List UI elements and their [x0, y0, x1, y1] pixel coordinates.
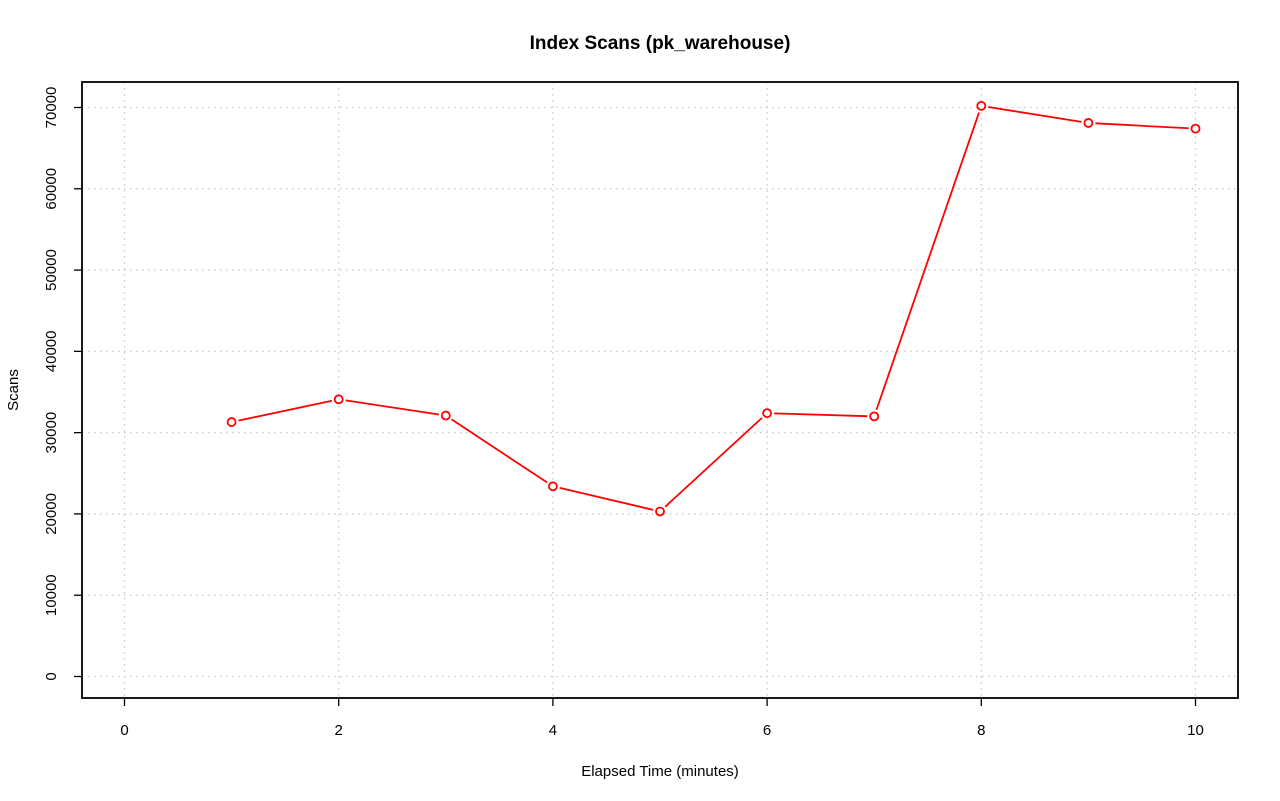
data-point	[333, 394, 344, 405]
x-tick-label: 4	[549, 722, 557, 739]
series-segment	[451, 418, 548, 484]
x-tick-label: 6	[763, 722, 771, 739]
data-point	[440, 410, 451, 421]
data-point	[869, 411, 880, 422]
x-tick-label: 8	[977, 722, 985, 739]
series-segment	[559, 487, 654, 511]
y-tick-label: 10000	[43, 574, 60, 616]
series-segment	[774, 412, 868, 418]
y-tick-label: 60000	[43, 168, 60, 210]
data-point	[762, 408, 772, 419]
series-segment	[988, 106, 1082, 123]
grid-lines	[82, 82, 1238, 698]
y-tick-label: 0	[43, 672, 60, 680]
x-tick-label: 10	[1187, 722, 1204, 739]
y-axis-label: Scans	[5, 369, 22, 411]
chart-title: Index Scans (pk_warehouse)	[530, 33, 791, 54]
x-axis-label: Elapsed Time (minutes)	[581, 763, 739, 780]
plot-frame	[81, 81, 1239, 699]
y-tick-label: 70000	[43, 87, 60, 129]
series-segment	[875, 112, 980, 411]
x-tick-label: 0	[120, 722, 128, 739]
y-tick-label: 20000	[43, 493, 60, 535]
data-point	[655, 506, 665, 517]
data-point	[1190, 123, 1201, 134]
series-segment	[345, 399, 440, 416]
data-point	[1083, 118, 1094, 128]
x-tick-label: 2	[335, 722, 343, 739]
series-layer	[226, 100, 1201, 517]
data-point	[226, 417, 237, 427]
y-tick-label: 50000	[43, 249, 60, 291]
y-axis: 0 10000 20000 30000 40000 50000 60000 70000	[43, 87, 82, 681]
y-tick-label: 40000	[43, 330, 60, 372]
series-segment	[238, 399, 333, 422]
series-segment	[664, 417, 763, 508]
data-point	[548, 481, 558, 492]
series-segment	[1095, 122, 1189, 130]
data-point	[976, 100, 987, 111]
x-axis: 0 2 4 6 8 10	[120, 698, 1204, 739]
y-tick-label: 30000	[43, 412, 60, 454]
